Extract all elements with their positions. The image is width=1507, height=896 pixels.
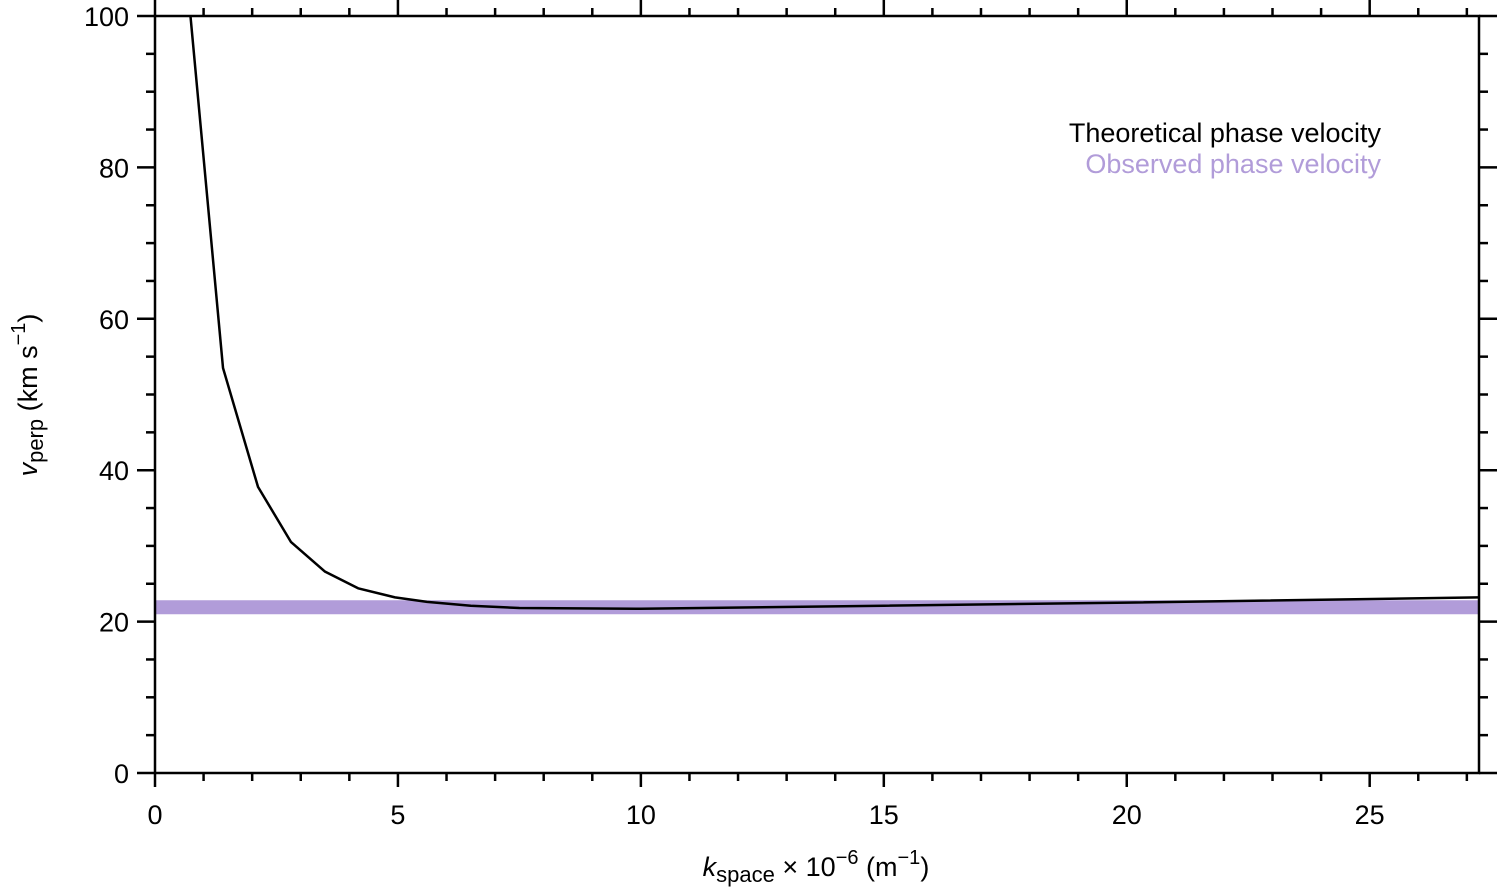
x-label-part: −6 [836,847,859,869]
x-label-part: k [703,852,718,882]
series-line [189,16,1479,610]
x-tick-label: 20 [1112,800,1142,830]
x-tick-label: 25 [1355,800,1385,830]
y-tick-label: 100 [84,2,129,32]
x-tick-label: 10 [626,800,656,830]
x-label-part: (m [859,852,898,882]
y-tick-label: 80 [99,153,129,183]
x-label-part: × 10 [775,852,836,882]
y-label-part: (km s [13,345,43,419]
y-axis-label: vperp (km s−1) [8,314,48,477]
x-label-part: space [716,862,775,887]
x-tick-label: 15 [869,800,899,830]
x-label-part: −1 [898,847,921,869]
x-axis-label: kspace × 10−6 (m−1) [703,847,930,887]
legend-entry: Observed phase velocity [1085,149,1381,179]
y-tick-label: 40 [99,456,129,486]
x-tick-label: 0 [147,800,162,830]
x-label-part: ) [920,852,929,882]
y-label-part: v [13,461,43,476]
y-tick-label: 60 [99,305,129,335]
y-tick-label: 20 [99,608,129,638]
y-label-part: perp [23,419,48,463]
y-tick-label: 0 [114,759,129,789]
x-tick-label: 5 [390,800,405,830]
y-label-part: −1 [8,323,30,346]
legend-entry: Theoretical phase velocity [1069,118,1382,148]
y-label-part: ) [13,314,43,323]
